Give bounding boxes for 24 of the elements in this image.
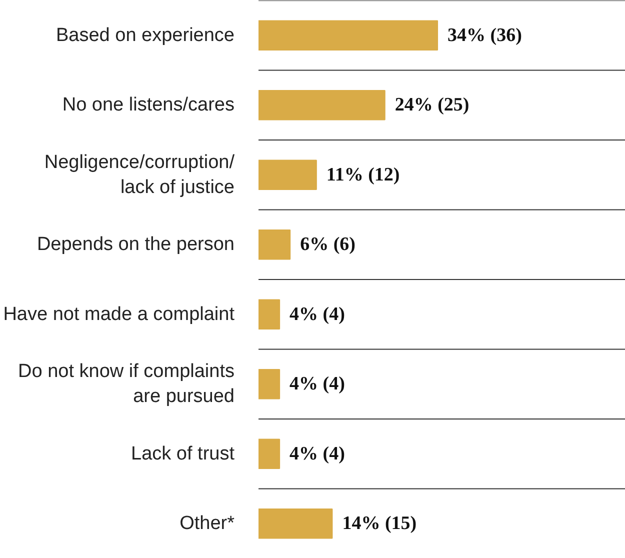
- bar: [258, 20, 438, 51]
- bar: [258, 90, 386, 120]
- bar: [258, 299, 280, 330]
- data-label: 6% (6): [300, 234, 356, 256]
- data-label: 24% (25): [394, 94, 470, 116]
- data-label: 4% (4): [290, 374, 345, 395]
- y-tick-label: Other*: [180, 513, 236, 534]
- y-tick-label: Do not know if complaints are pursued: [18, 361, 235, 408]
- bar: [258, 160, 317, 190]
- bar: [258, 508, 333, 539]
- data-label: 11% (12): [326, 164, 400, 186]
- bar: [258, 438, 280, 470]
- y-tick-label: Have not made a complaint: [3, 304, 236, 325]
- data-label: 4% (4): [290, 443, 345, 464]
- data-label: 4% (4): [290, 304, 345, 325]
- y-tick-label: Lack of trust: [131, 443, 236, 464]
- y-tick-label: Depends on the person: [36, 234, 235, 256]
- y-tick-label: No one listens/cares: [62, 94, 235, 116]
- bar: [258, 229, 291, 260]
- data-label: 14% (15): [342, 513, 417, 534]
- data-label: 34% (36): [448, 24, 522, 46]
- y-tick-label: Negligence/corruption/ lack of justice: [44, 152, 236, 198]
- y-tick-label: Based on experience: [56, 24, 234, 46]
- bar: [258, 368, 280, 400]
